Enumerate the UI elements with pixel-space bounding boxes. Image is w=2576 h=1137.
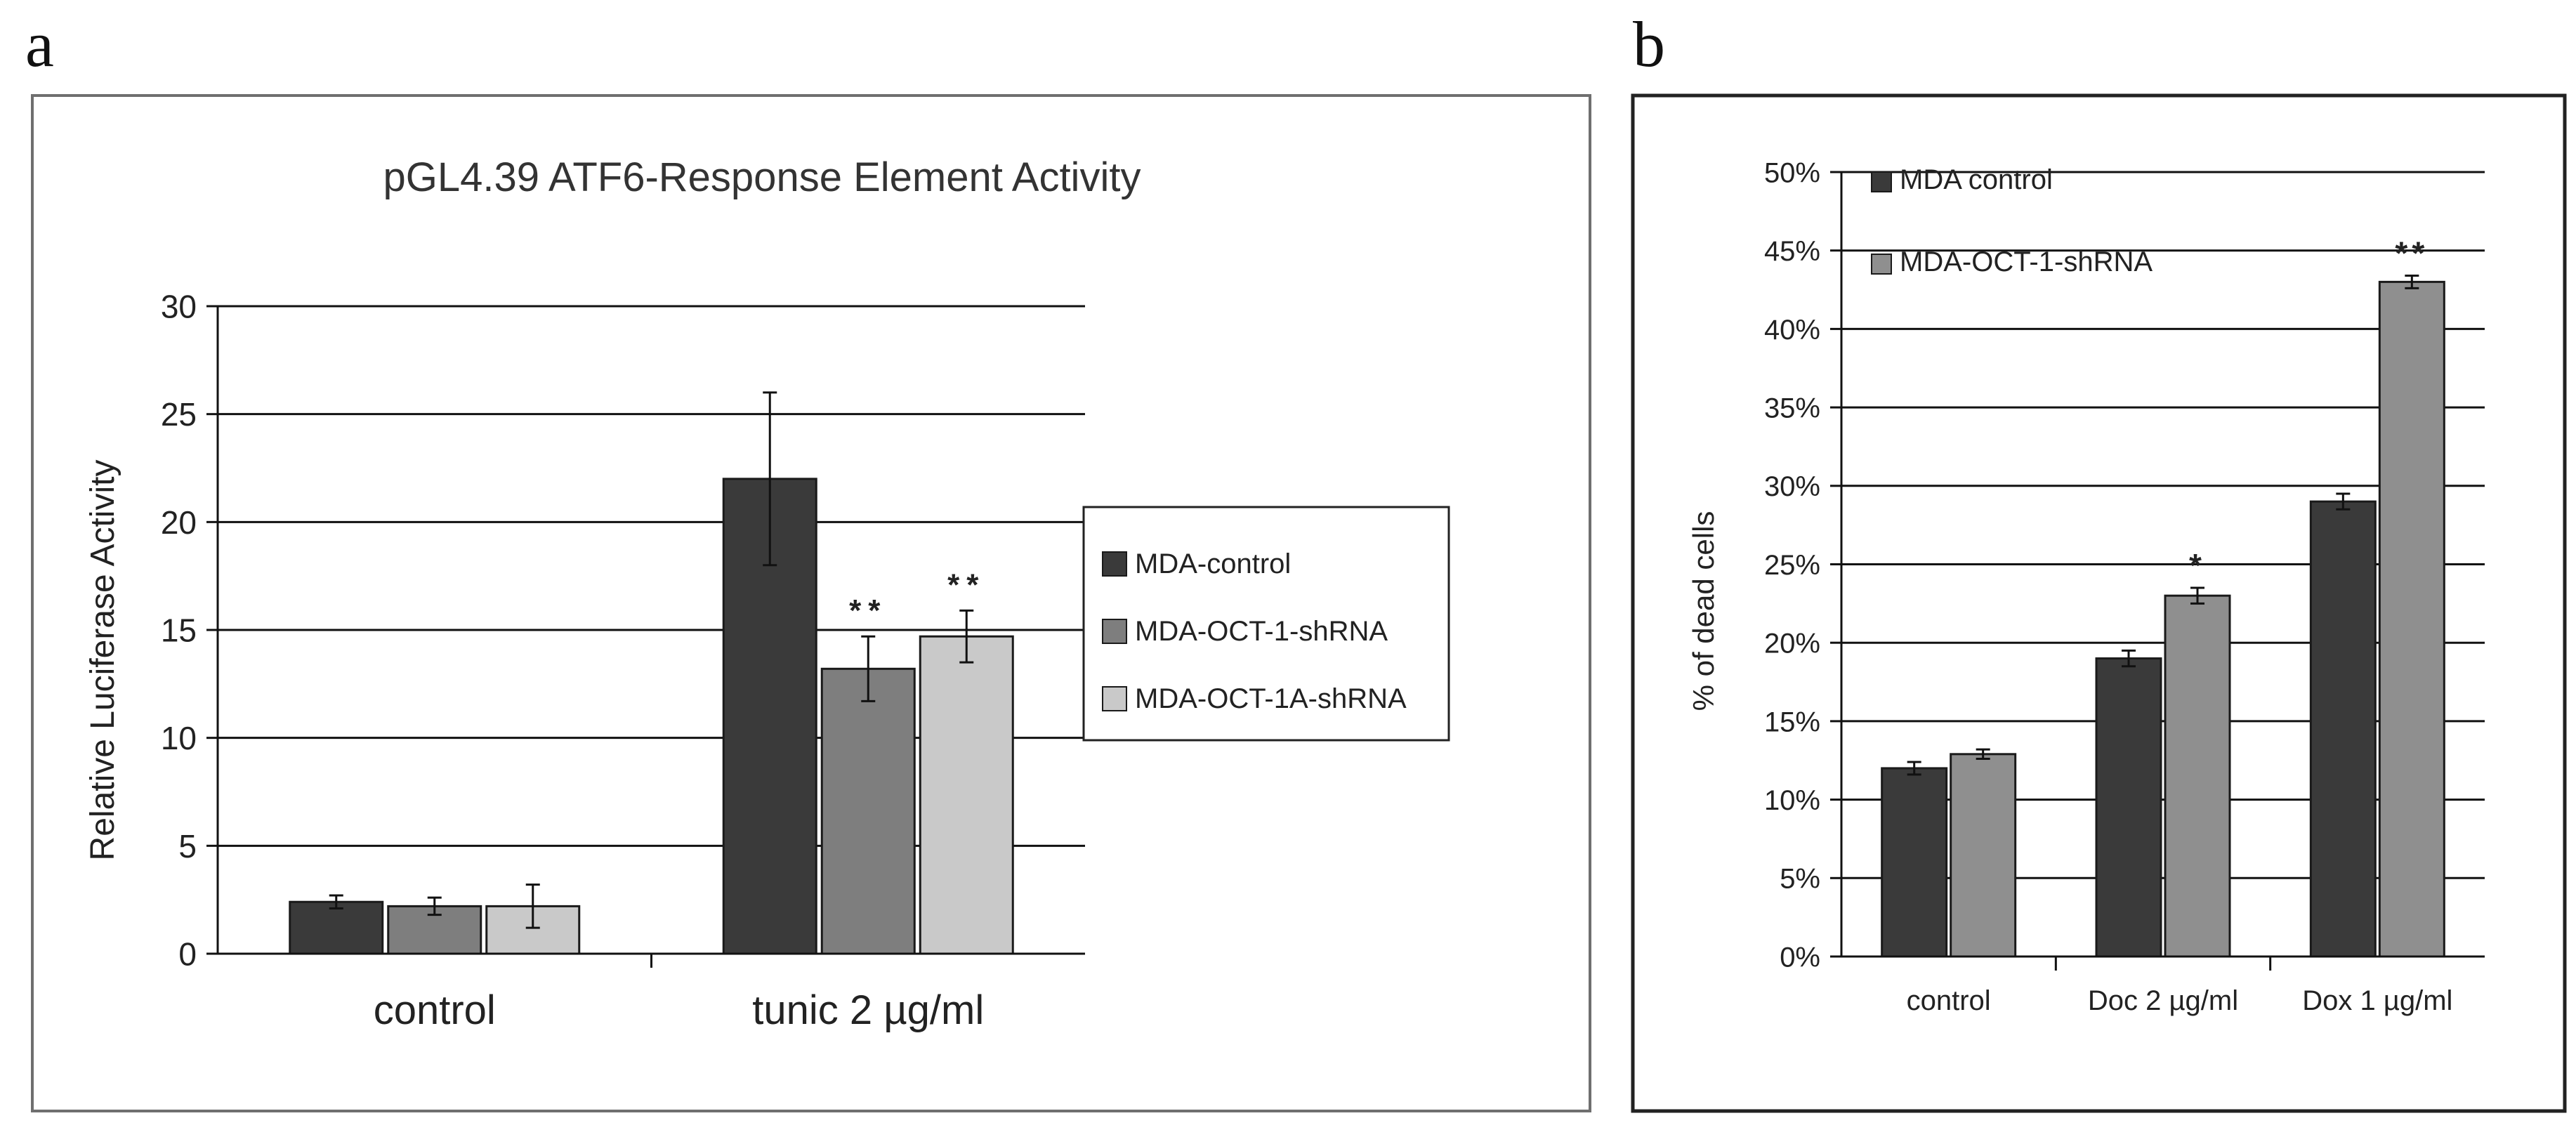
- x-category-label: control: [374, 987, 496, 1033]
- x-category-label: control: [1907, 985, 1991, 1016]
- y-tick-label: 10%: [1764, 785, 1820, 816]
- legend-label-3: MDA-OCT-1A-shRNA: [1135, 683, 1407, 714]
- chart-a-title: pGL4.39 ATF6-Response Element Activity: [383, 155, 1141, 200]
- legend-swatch-2: [1102, 619, 1127, 644]
- legend-label-1: MDA control: [1900, 164, 2053, 195]
- x-category-label: Doc 2 µg/ml: [2088, 985, 2238, 1016]
- y-tick-label: 40%: [1764, 315, 1820, 346]
- bar-1-2: [2095, 657, 2162, 958]
- y-tick-label: 35%: [1764, 393, 1820, 424]
- significance-marker: **: [849, 593, 887, 628]
- bar-2-1: [1950, 753, 2017, 958]
- legend-swatch-1: [1871, 171, 1892, 192]
- x-category-label: tunic 2 µg/ml: [752, 987, 984, 1033]
- legend-box: [1082, 506, 1450, 742]
- panel-b-label: b: [1633, 8, 1665, 80]
- legend-swatch-3: [1102, 686, 1127, 711]
- y-tick-label: 20%: [1764, 629, 1820, 659]
- legend-swatch-2: [1871, 254, 1892, 275]
- y-tick-label: 30%: [1764, 471, 1820, 502]
- panel-a-label: a: [25, 8, 54, 80]
- y-tick-label: 15%: [1764, 706, 1820, 737]
- bar-3-2: [919, 635, 1014, 955]
- y-tick-label: 15: [161, 612, 197, 649]
- y-tick-label: 0%: [1780, 942, 1820, 973]
- bar-2-2: [2164, 594, 2231, 958]
- legend-swatch-1: [1102, 551, 1127, 577]
- y-tick-label: 25%: [1764, 550, 1820, 581]
- significance-marker: *: [2189, 547, 2206, 584]
- y-tick-label: 30: [161, 289, 197, 325]
- chart-a-ylabel: Relative Luciferase Activity: [84, 460, 121, 861]
- y-tick-label: 5: [178, 828, 197, 865]
- significance-marker: **: [2395, 235, 2429, 271]
- legend-label-2: MDA-OCT-1-shRNA: [1900, 247, 2153, 277]
- chart-a: pGL4.39 ATF6-Response Element Activity R…: [31, 94, 1591, 1112]
- bar-2-2: [820, 667, 916, 955]
- legend-label-1: MDA-control: [1135, 548, 1291, 579]
- chart-b-ylabel: % of dead cells: [1687, 511, 1720, 711]
- bar-2-3: [2378, 280, 2445, 958]
- y-tick-label: 50%: [1764, 157, 1820, 188]
- bar-1-1: [1881, 767, 1948, 958]
- y-tick-label: 10: [161, 720, 197, 756]
- y-tick-label: 0: [178, 936, 197, 973]
- y-tick-label: 20: [161, 504, 197, 541]
- legend-label-2: MDA-OCT-1-shRNA: [1135, 616, 1388, 647]
- significance-marker: **: [947, 567, 985, 602]
- y-tick-label: 5%: [1780, 864, 1820, 895]
- y-tick-label: 45%: [1764, 236, 1820, 267]
- bar-1-3: [2309, 500, 2377, 958]
- y-tick-label: 25: [161, 396, 197, 433]
- x-category-label: Dox 1 µg/ml: [2302, 985, 2452, 1016]
- bar-1-1: [289, 900, 384, 955]
- chart-b: % of dead cells 0% 5% 10% 15% 20% 25% 30% 35% 40…: [1631, 93, 2567, 1113]
